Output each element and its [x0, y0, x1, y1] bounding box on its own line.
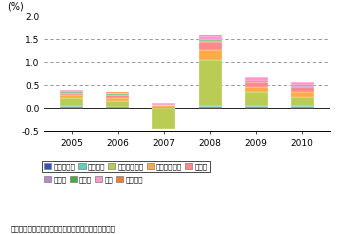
Bar [152, 103, 175, 105]
Bar [60, 106, 83, 107]
Bar [291, 97, 314, 106]
Bar [60, 95, 83, 99]
Bar [60, 92, 83, 93]
Bar [60, 107, 83, 108]
Bar [199, 36, 222, 40]
Text: (%): (%) [7, 2, 24, 12]
Bar [199, 106, 222, 107]
Bar [244, 82, 268, 87]
Bar [199, 107, 222, 108]
Text: 資料：日本銀行・財務省「国際収支統計」から作成。: 資料：日本銀行・財務省「国際収支統計」から作成。 [10, 225, 115, 232]
Bar [291, 106, 314, 107]
Bar [244, 87, 268, 92]
Bar [244, 92, 268, 106]
Bar [152, 108, 175, 129]
Bar [291, 82, 314, 85]
Bar [106, 95, 130, 98]
Bar [244, 106, 268, 107]
Bar [106, 92, 130, 94]
Bar [291, 92, 314, 97]
Legend: 運輸業, 建設業, 鉱業, 農林漁業: 運輸業, 建設業, 鉱業, 農林漁業 [42, 174, 145, 186]
Bar [199, 35, 222, 36]
Bar [60, 93, 83, 95]
Bar [199, 42, 222, 50]
Bar [152, 107, 175, 108]
Bar [291, 87, 314, 92]
Bar [106, 106, 130, 107]
Bar [60, 91, 83, 92]
Bar [199, 41, 222, 42]
Bar [291, 107, 314, 108]
Bar [106, 107, 130, 108]
Bar [60, 90, 83, 91]
Bar [199, 60, 222, 106]
Bar [152, 105, 175, 107]
Bar [199, 50, 222, 60]
Bar [291, 86, 314, 87]
Bar [106, 101, 130, 106]
Bar [106, 98, 130, 101]
Bar [244, 77, 268, 81]
Bar [244, 81, 268, 82]
Bar [60, 99, 83, 106]
Bar [244, 107, 268, 108]
